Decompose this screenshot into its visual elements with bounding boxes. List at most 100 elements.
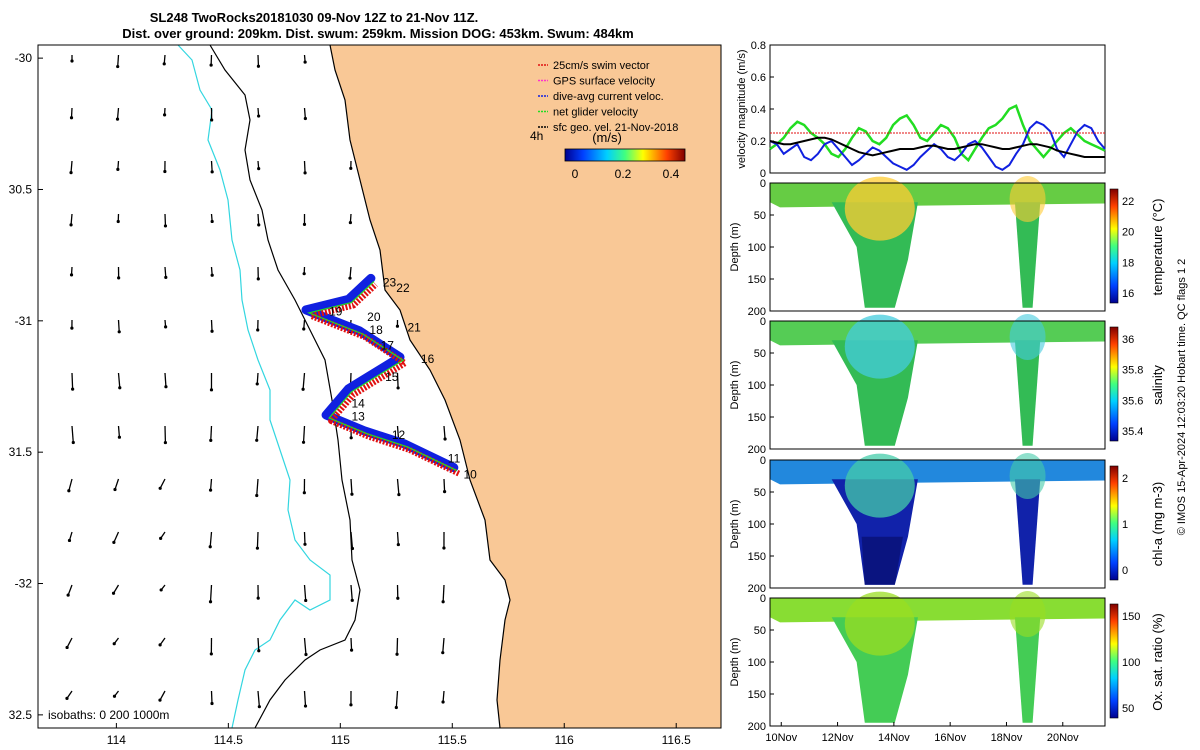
velocity-arrow bbox=[396, 531, 399, 545]
section-y-tick-label: 150 bbox=[748, 274, 766, 286]
map-y-tick-label: -32 bbox=[15, 577, 33, 591]
section-x-tick-label: 12Nov bbox=[822, 732, 854, 744]
velocity-arrow bbox=[71, 425, 74, 443]
velocity-arrow bbox=[350, 478, 353, 495]
velocity-arrow-head bbox=[257, 114, 261, 118]
velocity-arrow-head bbox=[164, 385, 168, 389]
legend-label: 25cm/s swim vector bbox=[553, 60, 650, 72]
section-surface-layer bbox=[770, 598, 1105, 623]
map-x-tick-label: 114.5 bbox=[214, 733, 243, 747]
section-ylabel: Depth (m) bbox=[729, 361, 741, 410]
map-legend: 25cm/s swim vector GPS surface velocity di… bbox=[538, 60, 678, 134]
velocity-series-line bbox=[769, 136, 1105, 158]
section-colorbar bbox=[1109, 326, 1119, 442]
legend-label: sfc geo. vel. 21-Nov-2018 bbox=[553, 122, 678, 134]
velocity-arrow bbox=[257, 213, 260, 225]
velocity-arrow-head bbox=[442, 490, 447, 494]
land-area bbox=[330, 45, 721, 728]
section-y-tick-label: 0 bbox=[760, 455, 766, 467]
section-y-tick-label: 100 bbox=[748, 657, 766, 669]
velocity-arrow bbox=[164, 372, 167, 387]
velocity-arrow-head bbox=[349, 648, 354, 652]
section-surface-layer bbox=[770, 183, 1105, 208]
velocity-y-tick-label: 0.2 bbox=[751, 136, 766, 148]
velocity-arrow bbox=[159, 690, 166, 701]
section-anomaly bbox=[1009, 313, 1046, 361]
velocity-arrow bbox=[395, 690, 399, 708]
velocity-arrow-head bbox=[349, 166, 353, 170]
velocity-arrow bbox=[442, 584, 445, 602]
velocity-arrow-head bbox=[158, 698, 162, 702]
colorbar-label: (m/s) bbox=[592, 130, 622, 145]
velocity-arrow-head bbox=[396, 386, 400, 390]
section-anomaly bbox=[844, 453, 915, 518]
velocity-arrow bbox=[210, 690, 213, 704]
velocity-arrow-head bbox=[255, 546, 260, 550]
section-colorbar-tick: 2 bbox=[1122, 473, 1128, 485]
section-colorbar-tick: 20 bbox=[1122, 227, 1134, 239]
velocity-arrow-head bbox=[163, 440, 168, 445]
velocity-arrow-head bbox=[112, 642, 116, 646]
isobath-1000 bbox=[177, 44, 331, 729]
velocity-arrow bbox=[66, 637, 73, 648]
velocity-arrow-head bbox=[162, 113, 167, 117]
section-colorbar-tick: 22 bbox=[1122, 196, 1134, 208]
velocity-arrow-head bbox=[395, 652, 399, 656]
section-colorbar bbox=[1109, 188, 1119, 304]
time-unit-label: 4h bbox=[530, 129, 543, 143]
section-dive-2 bbox=[1014, 617, 1041, 723]
velocity-arrow bbox=[349, 266, 352, 279]
section-ylabel: Depth (m) bbox=[729, 500, 741, 549]
section-y-tick-label: 200 bbox=[748, 444, 766, 456]
velocity-arrow-head bbox=[304, 652, 308, 657]
velocity-arrow-head bbox=[394, 705, 398, 710]
velocity-arrow-head bbox=[66, 593, 70, 597]
temperature-section: 0 50 100 150 200 Depth (m) 22 20 18 16 temperature… bbox=[729, 175, 1165, 318]
section-y-tick-label: 150 bbox=[748, 551, 766, 563]
velocity-arrow-head bbox=[441, 600, 445, 604]
velocity-arrow-head bbox=[115, 117, 120, 121]
velocity-arrow-head bbox=[301, 387, 305, 391]
velocity-arrow-head bbox=[116, 167, 120, 171]
velocity-arrow bbox=[112, 584, 120, 594]
section-surface-layer bbox=[770, 460, 1105, 485]
velocity-arrow-head bbox=[70, 59, 74, 63]
section-anomaly bbox=[1009, 590, 1046, 638]
velocity-arrow-head bbox=[395, 324, 400, 328]
velocity-arrow-head bbox=[256, 596, 260, 600]
velocity-arrow bbox=[117, 319, 120, 332]
map-y-tick-label: 30.5 bbox=[9, 182, 33, 196]
velocity-arrow bbox=[117, 54, 120, 67]
map-colorbar-tick: 0.2 bbox=[615, 167, 632, 181]
velocity-arrow-head bbox=[303, 171, 307, 175]
velocity-arrow-head bbox=[164, 275, 168, 279]
velocity-y-ticks: 0 0.2 0.4 0.6 0.8 bbox=[751, 40, 774, 180]
section-y-tick-label: 0 bbox=[760, 316, 766, 328]
velocity-arrow bbox=[68, 478, 73, 491]
day-label: 12 bbox=[392, 428, 406, 442]
velocity-arrow-head bbox=[209, 63, 213, 67]
section-colorbar-tick: 150 bbox=[1122, 611, 1140, 623]
velocity-arrow bbox=[443, 425, 446, 440]
day-label: 18 bbox=[369, 323, 383, 337]
velocity-arrow-head bbox=[208, 600, 213, 604]
section-dive-2 bbox=[1014, 202, 1041, 308]
velocity-arrow-head bbox=[71, 440, 75, 445]
velocity-y-tick-label: 0.4 bbox=[751, 104, 766, 116]
velocity-arrow-head bbox=[210, 329, 214, 333]
section-y-tick-label: 0 bbox=[760, 178, 766, 190]
section-colorbar-tick: 35.6 bbox=[1122, 395, 1143, 407]
day-label: 11 bbox=[448, 452, 461, 466]
section-colorbar-tick: 1 bbox=[1122, 519, 1128, 531]
velocity-arrow-head bbox=[210, 701, 214, 706]
velocity-arrow bbox=[302, 425, 306, 443]
day-label: 21 bbox=[407, 320, 421, 334]
section-colorbar-tick: 18 bbox=[1122, 257, 1134, 269]
chla-section: 0 50 100 150 200 Depth (m) 2 1 0 chl-a (mg m-3) bbox=[729, 452, 1165, 595]
velocity-arrow bbox=[350, 637, 353, 651]
velocity-arrow-head bbox=[441, 651, 445, 655]
velocity-arrow-head bbox=[257, 167, 261, 171]
velocity-arrow bbox=[303, 637, 307, 655]
